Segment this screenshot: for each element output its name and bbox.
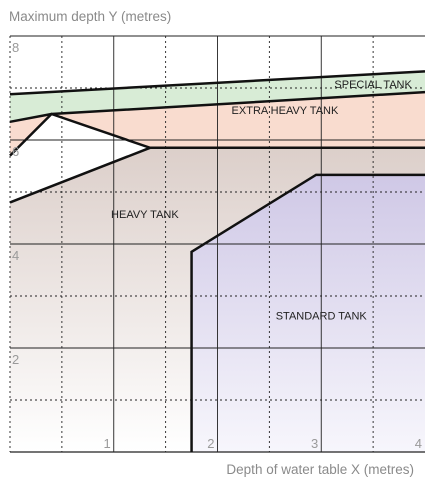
y-tick-label: 8 <box>12 40 19 55</box>
x-tick-label: 4 <box>415 436 422 451</box>
region-label: STANDARD TANK <box>276 310 368 322</box>
y-tick-label: 2 <box>12 352 19 367</box>
boundary-heavy-bottom <box>9 146 425 204</box>
y-tick-label: 6 <box>12 144 19 159</box>
x-axis-label: Depth of water table X (metres) <box>226 462 414 477</box>
boundary-standard-edge <box>190 173 425 452</box>
region-label: SPECIAL TANK <box>334 79 412 91</box>
y-axis-label: Maximum depth Y (metres) <box>9 9 172 24</box>
boundary-special-top <box>9 70 425 96</box>
x-tick-label: 3 <box>311 436 318 451</box>
y-tick-label: 4 <box>12 248 19 263</box>
region-label: EXTRA HEAVY TANK <box>232 105 339 117</box>
x-tick-label: 1 <box>104 436 111 451</box>
region-label: HEAVY TANK <box>111 209 179 221</box>
x-tick-label: 2 <box>207 436 214 451</box>
